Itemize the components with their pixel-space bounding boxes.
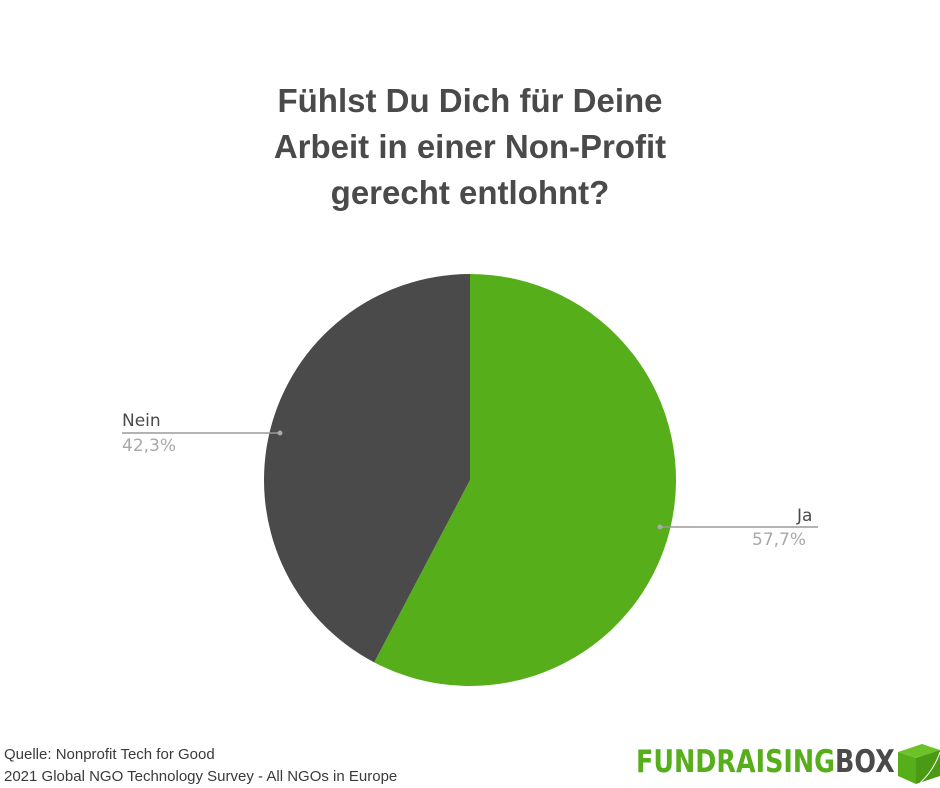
pie-slice-ja [374, 274, 676, 686]
label-ja: Ja [797, 506, 812, 526]
fundraisingbox-logo: FUNDRAISINGBOX [636, 740, 940, 784]
source-line: Quelle: Nonprofit Tech for Good [4, 746, 215, 763]
logo-text: BOX [834, 744, 895, 780]
slice-label: Ja [797, 506, 813, 526]
slice-label: Nein [122, 411, 161, 431]
box-icon [898, 744, 940, 784]
title-line: Fühlst Du Dich für Deine [277, 82, 663, 119]
title-line: Arbeit in einer Non-Profit [273, 128, 667, 165]
source-note: Quelle: Nonprofit Tech for Good 2021 Glo… [4, 744, 397, 788]
slice-value-label: 42,3% [122, 436, 177, 456]
slice-value-label: 57,7% [752, 530, 807, 550]
title-line: gerecht entlohnt? [330, 174, 610, 211]
leader-dot [277, 430, 283, 436]
source-line: 2021 Global NGO Technology Survey - All … [4, 768, 398, 785]
logo-text: FUNDRAISING [636, 744, 835, 780]
leader-dot [657, 524, 663, 530]
chart-title: Fühlst Du Dich für Deine Arbeit in einer… [0, 78, 940, 216]
pie-slice-nein [263, 274, 470, 663]
